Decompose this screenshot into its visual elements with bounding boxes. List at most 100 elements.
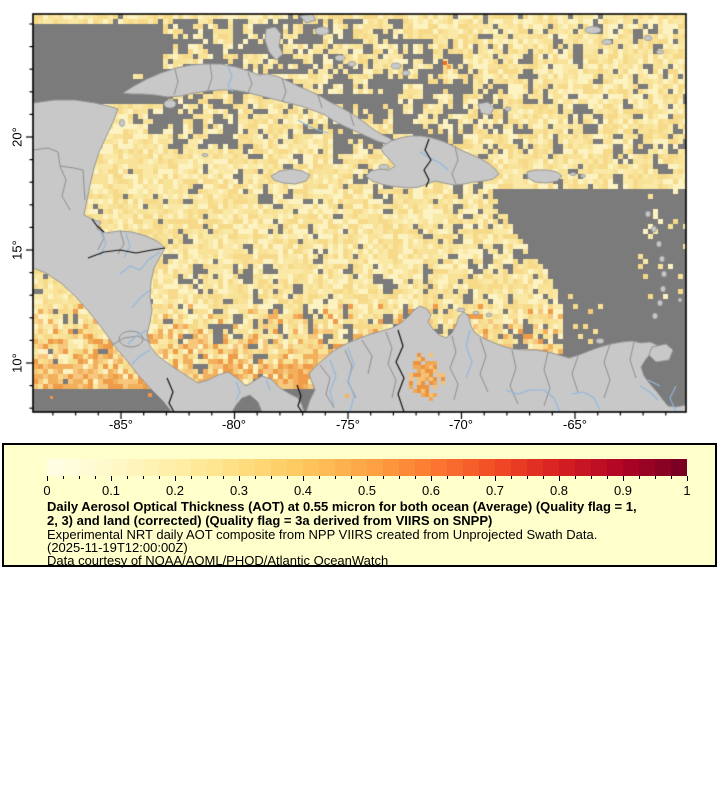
x-axis-tick-label: -70° [449,417,473,432]
colorbar-tick [303,476,304,481]
colorbar-tick [543,476,544,479]
colorbar-tick [415,476,416,479]
colorbar-tick [687,476,688,481]
x-axis-tick-label: -65° [563,417,587,432]
colorbar-tick [95,476,96,479]
colorbar-block [159,459,175,476]
colorbar-tick [63,476,64,479]
caption-line-2: 2, 3) and land (corrected) (Quality flag… [47,513,493,528]
colorbar-scale-label: 0.8 [549,483,569,498]
colorbar-block [207,459,223,476]
colorbar-scale-label: 0.5 [357,483,377,498]
colorbar-block [335,459,351,476]
colorbar-tick [111,476,112,481]
colorbar-block [559,459,575,476]
colorbar-block [367,459,383,476]
colorbar-scale-label: 0.1 [101,483,121,498]
colorbar-tick [671,476,672,479]
colorbar-scale-label: 0.7 [485,483,505,498]
colorbar-block [527,459,543,476]
colorbar-tick [47,476,48,481]
colorbar-tick [319,476,320,479]
colorbar-scale-label: 0.3 [229,483,249,498]
colorbar-block [143,459,159,476]
colorbar-tick [463,476,464,479]
colorbar-tick [655,476,656,479]
colorbar-block [239,459,255,476]
colorbar-tick [399,476,400,479]
colorbar-block [287,459,303,476]
colorbar-block [383,459,399,476]
colorbar-scale-label: 0.4 [293,483,313,498]
colorbar-block [607,459,623,476]
colorbar-tick [367,476,368,481]
colorbar-tick [511,476,512,479]
colorbar-scale-label: 1 [683,483,691,498]
colorbar-block [399,459,415,476]
colorbar-block [63,459,79,476]
colorbar-tick [575,476,576,479]
colorbar-block [655,459,671,476]
colorbar-tick [239,476,240,481]
colorbar-block [127,459,143,476]
aot-map-canvas [0,0,720,440]
colorbar-block [79,459,95,476]
y-axis-tick-label: 10° [9,353,25,373]
colorbar-block [351,459,367,476]
colorbar-tick [607,476,608,479]
colorbar-block [255,459,271,476]
colorbar-scale-label: 0.2 [165,483,185,498]
colorbar-tick [255,476,256,479]
colorbar-tick [287,476,288,479]
colorbar-block [431,459,447,476]
caption-line-1: Daily Aerosol Optical Thickness (AOT) at… [47,499,637,514]
colorbar-tick [271,476,272,479]
colorbar-tick [143,476,144,479]
colorbar-block [591,459,607,476]
colorbar-block [175,459,191,476]
x-axis-tick-label: -80° [222,417,246,432]
colorbar-block [575,459,591,476]
colorbar-tick [623,476,624,481]
y-axis-tick-label: 20° [9,127,25,147]
x-axis-tick-label: -85° [109,417,133,432]
colorbar-tick [431,476,432,481]
map-plot: 20° 15° 10° -85° -80° -75° -70° -65° [0,0,720,440]
colorbar-block [47,459,63,476]
colorbar-block [319,459,335,476]
colorbar-block [463,459,479,476]
caption-line-4: (2025-11-19T12:00:00Z) [47,540,188,555]
colorbar-tick [127,476,128,479]
colorbar-tick [479,476,480,479]
colorbar-tick [447,476,448,479]
colorbar-tick [527,476,528,479]
caption-line-5: Data courtesy of NOAA/AOML/PHOD/Atlantic… [47,553,389,568]
colorbar-tick [191,476,192,479]
colorbar-scale-label: 0 [43,483,51,498]
colorbar-block [495,459,511,476]
colorbar-block [543,459,559,476]
colorbar-block [223,459,239,476]
colorbar-tick [351,476,352,479]
colorbar-tick [207,476,208,479]
colorbar-block [447,459,463,476]
colorbar-tick [335,476,336,479]
colorbar-block [95,459,111,476]
colorbar-tick [591,476,592,479]
colorbar-block [511,459,527,476]
legend-panel: 0 0.1 0.2 0.3 0.4 0.5 0.6 0.7 0.8 0.9 1 Daily Aero… [2,443,717,567]
colorbar-block [415,459,431,476]
colorbar-block [191,459,207,476]
colorbar-scale-label: 0.9 [613,483,633,498]
colorbar-block [671,459,687,476]
y-axis-tick-label: 15° [9,240,25,260]
colorbar-block [111,459,127,476]
colorbar-block [479,459,495,476]
colorbar-tick [159,476,160,479]
colorbar-tick [559,476,560,481]
colorbar-tick [383,476,384,479]
colorbar-tick [79,476,80,479]
colorbar [47,459,687,476]
colorbar-block [639,459,655,476]
